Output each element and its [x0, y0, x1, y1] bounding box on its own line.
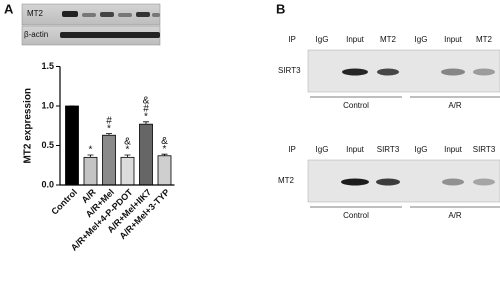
- row-label: SIRT3: [278, 66, 301, 75]
- bar: [157, 155, 172, 186]
- band: [341, 178, 369, 186]
- ip-label: IP: [288, 145, 296, 154]
- panel-label: A: [4, 1, 14, 16]
- significance-mark: *: [163, 144, 167, 155]
- group-label: Control: [343, 101, 369, 110]
- lane-label: SIRT3: [473, 145, 496, 154]
- error-bar: [106, 133, 112, 136]
- blot-label: β-actin: [24, 30, 48, 39]
- significance-mark: *: [107, 123, 111, 134]
- error-bar: [161, 153, 168, 156]
- y-tick-label: 1.0: [41, 100, 54, 110]
- bar: [120, 156, 135, 186]
- blot-label: MT2: [27, 9, 44, 18]
- band: [473, 68, 495, 76]
- error-bar: [143, 121, 149, 125]
- significance-mark: &: [124, 137, 131, 148]
- bar: [139, 123, 153, 186]
- blot-bands: [60, 11, 160, 38]
- panel-label: B: [276, 1, 285, 16]
- row-label: MT2: [278, 176, 295, 185]
- lane-label: Input: [346, 35, 365, 44]
- error-bar: [124, 154, 131, 158]
- significance-mark: *: [144, 111, 148, 122]
- co-ip-blots: IP IgG Input MT2 IgG Input MT2 SIRT3 Control A/R I…: [278, 35, 500, 220]
- lane-label: SIRT3: [377, 145, 400, 154]
- lane-label: IgG: [415, 35, 428, 44]
- significance-mark: #: [143, 103, 149, 114]
- y-axis-label: MT2 expression: [23, 88, 34, 164]
- significance-mark: #: [106, 115, 112, 126]
- lane-label: MT2: [476, 35, 493, 44]
- band: [473, 178, 495, 186]
- x-tick-label: Control: [49, 187, 79, 217]
- bar: [102, 134, 116, 186]
- significance-mark: &: [161, 136, 168, 147]
- error-bar: [87, 154, 94, 158]
- group-label: A/R: [448, 211, 462, 220]
- band: [342, 68, 368, 76]
- band: [442, 178, 464, 186]
- group-label: Control: [343, 211, 369, 220]
- blot: [307, 159, 500, 203]
- band: [441, 68, 465, 76]
- y-tick-label: 1.5: [41, 61, 54, 71]
- bar: [65, 105, 79, 186]
- ip-label: IP: [288, 35, 296, 44]
- lane-label: IgG: [415, 145, 428, 154]
- lane-label: Input: [444, 145, 463, 154]
- band: [376, 178, 400, 186]
- bar: [83, 156, 98, 186]
- lane-label: Input: [444, 35, 463, 44]
- significance-mark: &: [143, 95, 150, 106]
- lane-label: IgG: [316, 35, 329, 44]
- lane-label: MT2: [380, 35, 397, 44]
- blot: [307, 49, 500, 93]
- band: [377, 68, 399, 76]
- group-label: A/R: [448, 101, 462, 110]
- y-tick-label: 0.0: [41, 179, 54, 189]
- lane-label: IgG: [316, 145, 329, 154]
- significance-mark: *: [89, 145, 93, 156]
- y-tick-label: 0.5: [41, 140, 54, 150]
- lane-label: Input: [346, 145, 365, 154]
- significance-mark: *: [126, 145, 130, 156]
